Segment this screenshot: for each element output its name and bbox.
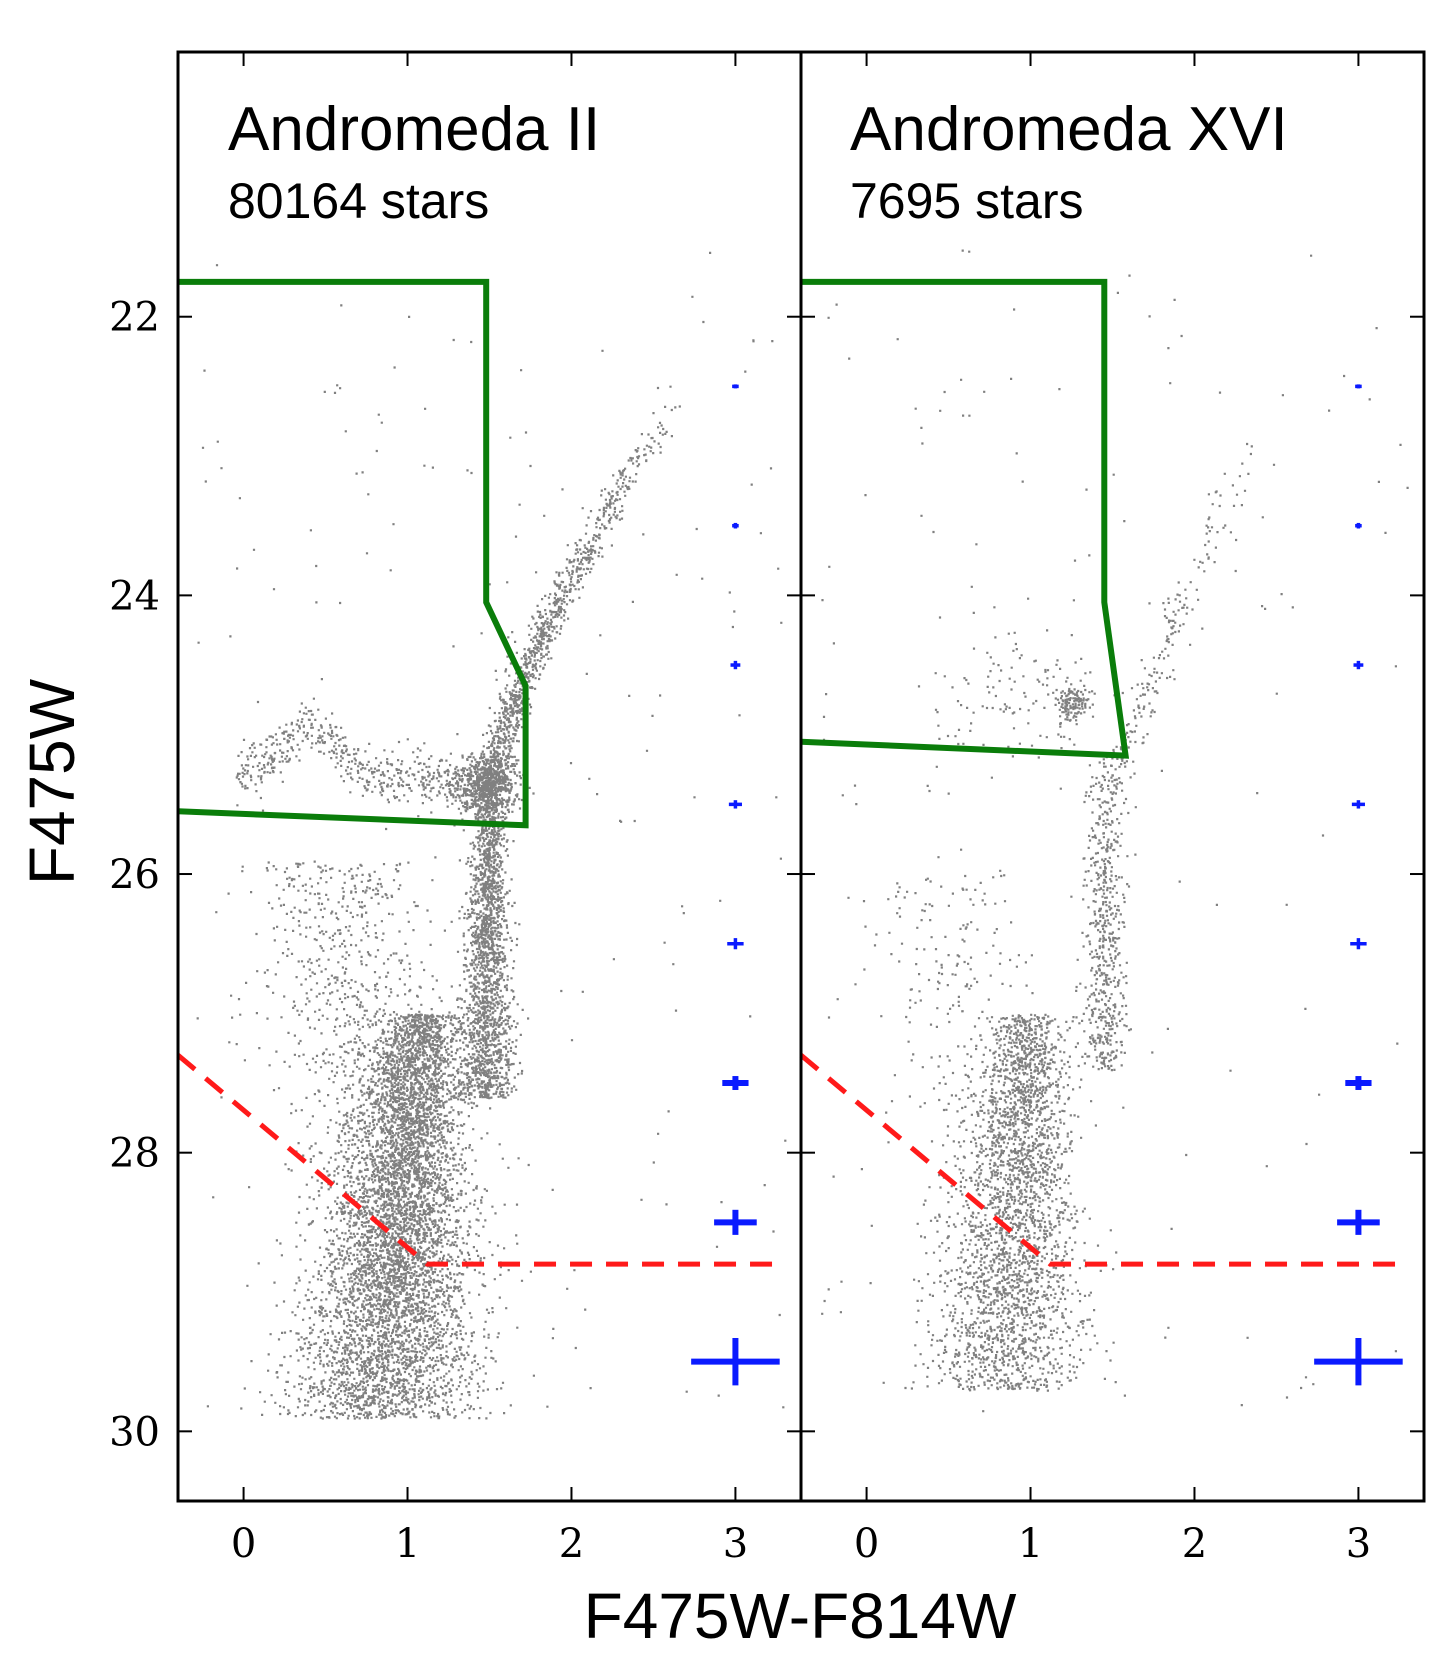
error-bar bbox=[732, 384, 739, 389]
y-tick-label: 22 bbox=[109, 295, 160, 341]
y-tick-label: 28 bbox=[109, 1131, 160, 1177]
x-tick-label: 0 bbox=[854, 1521, 879, 1567]
x-tick-label: 1 bbox=[395, 1521, 420, 1567]
error-bar bbox=[1337, 1209, 1380, 1235]
x-tick-label: 3 bbox=[723, 1521, 748, 1567]
star-count: 80164 stars bbox=[228, 173, 489, 229]
y-axis-title: F475W bbox=[16, 678, 88, 885]
error-bar bbox=[732, 522, 739, 529]
y-tick-label: 24 bbox=[109, 573, 160, 619]
x-tick-label: 3 bbox=[1346, 1521, 1371, 1567]
error-bar bbox=[714, 1209, 757, 1235]
panel-title: Andromeda XVI bbox=[850, 95, 1288, 164]
error-bar bbox=[727, 938, 744, 950]
error-bar bbox=[722, 1076, 749, 1090]
star-count: 7695 stars bbox=[850, 173, 1083, 229]
y-tick-label: 26 bbox=[109, 852, 160, 898]
completeness-line bbox=[176, 1053, 785, 1267]
error-bar bbox=[728, 800, 742, 809]
x-tick-label: 2 bbox=[559, 1521, 584, 1567]
y-tick-label: 30 bbox=[109, 1409, 160, 1455]
error-bar bbox=[1355, 384, 1362, 389]
panel-frame bbox=[176, 50, 803, 1503]
error-bar bbox=[1314, 1337, 1403, 1386]
selection-box bbox=[177, 278, 529, 829]
panel-andromeda-ii: Andromeda II 80164 stars bbox=[176, 95, 787, 1420]
x-tick-label: 0 bbox=[231, 1521, 256, 1567]
error-bar bbox=[1353, 660, 1364, 670]
error-bar bbox=[1351, 800, 1365, 809]
star-points-path bbox=[196, 251, 787, 1420]
x-tick-label: 1 bbox=[1018, 1521, 1043, 1567]
error-bar bbox=[1345, 1076, 1372, 1090]
completeness-line bbox=[799, 1053, 1408, 1267]
axes: 0 1 2 3 22 24 26 28 30 0 1 2 3 bbox=[109, 50, 1426, 1567]
x-axis-title: F475W-F814W bbox=[584, 1580, 1017, 1652]
panel-title: Andromeda II bbox=[228, 95, 600, 164]
star-points bbox=[821, 249, 1409, 1413]
error-bar bbox=[691, 1337, 780, 1386]
star-points bbox=[196, 251, 787, 1420]
error-bar bbox=[730, 660, 741, 670]
error-bar bbox=[1350, 938, 1367, 950]
panel-frame bbox=[799, 50, 1426, 1503]
error-bar bbox=[1355, 522, 1362, 529]
star-points-path bbox=[821, 249, 1409, 1413]
x-tick-label: 2 bbox=[1182, 1521, 1207, 1567]
panel-andromeda-xvi: Andromeda XVI 7695 stars bbox=[799, 95, 1409, 1413]
selection-box bbox=[800, 278, 1130, 759]
